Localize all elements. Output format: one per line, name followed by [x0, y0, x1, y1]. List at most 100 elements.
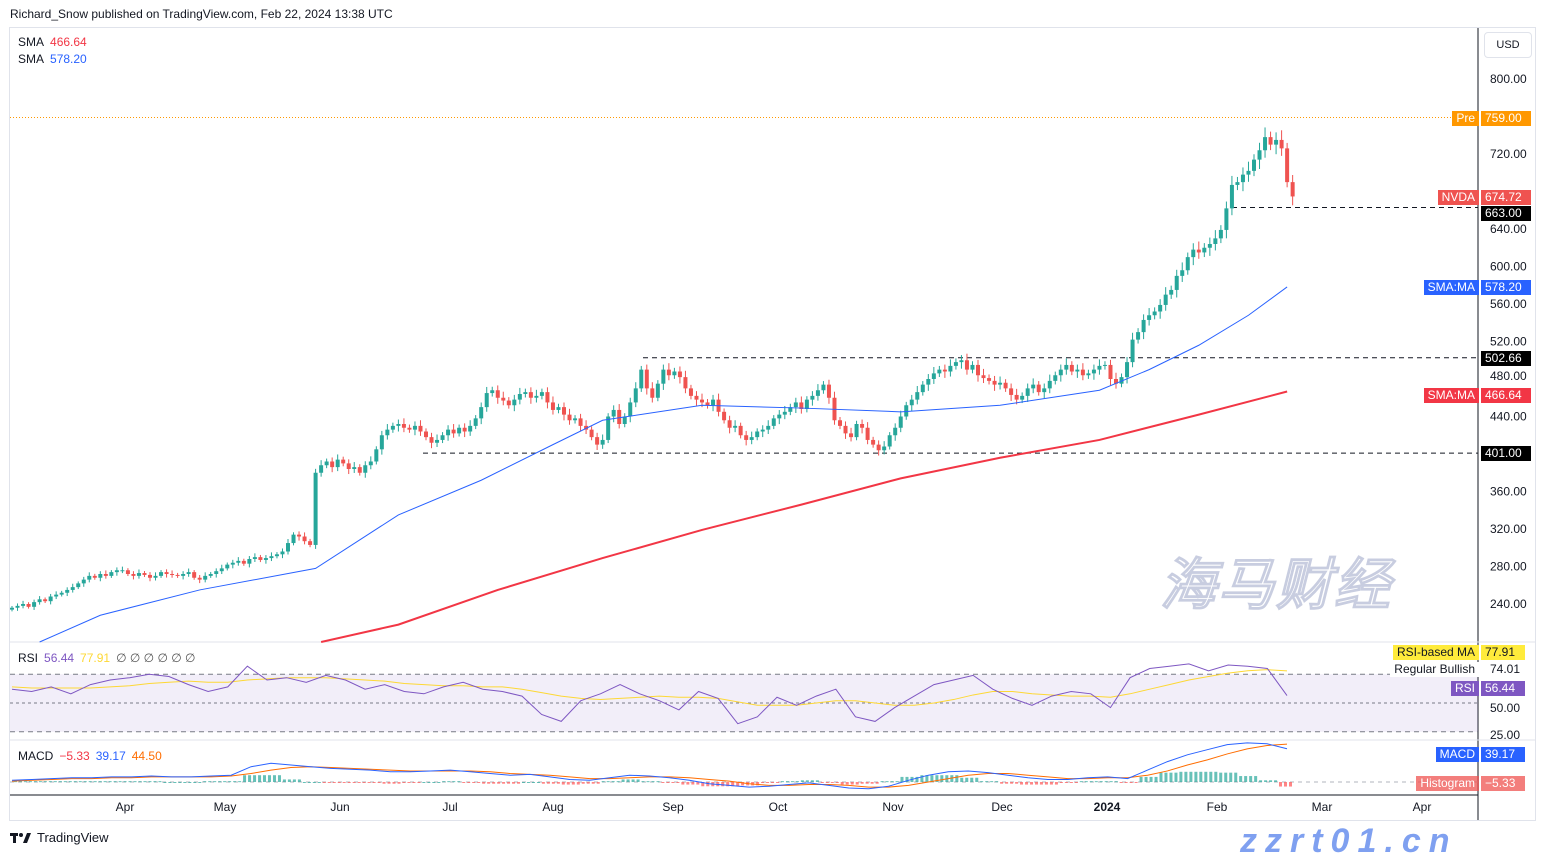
- candle-body: [142, 573, 147, 575]
- time-tick-label: Nov: [882, 800, 903, 814]
- candle-body: [1020, 395, 1025, 400]
- sma200-price-tag: 466.64: [1481, 388, 1531, 403]
- candle-body: [953, 362, 958, 366]
- macd-histogram-bar: [367, 782, 371, 783]
- candle-body: [545, 392, 550, 403]
- time-tick-label: Dec: [991, 800, 1012, 814]
- macd-histogram-bar: [148, 781, 152, 783]
- time-tick-label: May: [214, 800, 237, 814]
- macd-histogram-bar: [1074, 782, 1078, 783]
- legend-macd-label: MACD: [18, 749, 54, 763]
- sma-200-line: [320, 390, 1288, 643]
- macd-histogram-bar: [233, 781, 237, 783]
- macd-histogram-bar: [78, 781, 82, 783]
- currency-button[interactable]: USD: [1484, 32, 1532, 58]
- candle-body: [263, 558, 268, 560]
- candle-body: [153, 575, 158, 578]
- candle-body: [258, 557, 263, 560]
- macd-histogram-bar: [626, 779, 630, 782]
- candle-body: [32, 602, 37, 607]
- candle-body: [926, 379, 931, 385]
- macd-histogram-bar: [1124, 782, 1128, 783]
- legend-macd-hist: −5.33: [59, 749, 90, 763]
- macd-histogram-bar: [392, 782, 396, 784]
- level-502-tag: 502.66: [1481, 351, 1531, 366]
- candle-body: [1285, 148, 1290, 183]
- last-price-tag: 674.72: [1481, 190, 1531, 205]
- legend-sma-50[interactable]: SMA 578.20: [18, 52, 93, 66]
- macd-histogram-bar: [601, 781, 605, 783]
- candle-body: [48, 596, 53, 602]
- macd-histogram-bar: [805, 780, 809, 782]
- macd-histogram-bar: [342, 782, 346, 783]
- candle-body: [302, 536, 307, 542]
- macd-histogram-bar: [1139, 776, 1143, 782]
- macd-histogram-bar: [243, 775, 247, 782]
- macd-histogram-bar: [193, 782, 197, 783]
- candle-body: [517, 394, 522, 400]
- tradingview-logo[interactable]: TradingView: [10, 830, 109, 845]
- candle-body: [1163, 294, 1168, 305]
- candle-body: [1196, 249, 1201, 253]
- macd-histogram-bar: [965, 777, 969, 782]
- candle-body: [1069, 364, 1074, 372]
- macd-histogram-bar: [253, 775, 257, 782]
- candle-body: [771, 418, 776, 426]
- macd-histogram-bar: [208, 781, 212, 783]
- watermark-chinese: 海马财经: [1160, 553, 1392, 617]
- candle-body: [992, 380, 997, 385]
- macd-histogram-bar: [322, 782, 326, 783]
- candle-body: [523, 392, 528, 394]
- candle-body: [87, 575, 92, 580]
- macd-histogram-bar: [317, 782, 321, 783]
- candle-body: [59, 592, 64, 595]
- watermark-url: zzrt01.cn: [1240, 822, 1458, 860]
- candle-body: [804, 399, 809, 409]
- macd-histogram-bar: [795, 781, 799, 783]
- candle-body: [412, 425, 417, 430]
- candle-body: [241, 560, 246, 564]
- candle-body: [125, 570, 130, 574]
- macd-histogram-bar: [850, 782, 854, 785]
- macd-histogram-bar: [1239, 776, 1243, 782]
- candle-body: [788, 407, 793, 412]
- time-tick-label: Mar: [1312, 800, 1333, 814]
- candle-body: [407, 427, 412, 430]
- candle-body: [1075, 369, 1080, 372]
- legend-rsi[interactable]: RSI 56.44 77.91 ∅ ∅ ∅ ∅ ∅ ∅: [18, 651, 201, 665]
- candle-body: [815, 390, 820, 396]
- candle-body: [550, 402, 555, 410]
- macd-histogram-bar: [14, 781, 17, 783]
- legend-sma-200[interactable]: SMA 466.64: [18, 35, 93, 49]
- macd-tag: 39.17: [1481, 747, 1525, 762]
- candle-body: [661, 369, 666, 384]
- candle-body: [617, 409, 622, 424]
- candle-body: [898, 416, 903, 428]
- macd-histogram-bar: [865, 782, 869, 784]
- macd-histogram-bar: [815, 780, 819, 782]
- candle-body: [920, 384, 925, 393]
- macd-histogram-bar: [457, 781, 461, 783]
- candle-body: [1058, 369, 1063, 376]
- publisher-header: Richard_Snow published on TradingView.co…: [10, 7, 393, 21]
- candle-body: [909, 399, 914, 406]
- candle-body: [589, 429, 594, 438]
- macd-histogram-bar: [1184, 771, 1188, 782]
- macd-histogram-bar: [492, 782, 496, 784]
- macd-histogram-bar: [646, 781, 650, 783]
- macd-histogram-bar: [432, 782, 436, 783]
- macd-histogram-bar: [228, 781, 232, 783]
- candle-body: [76, 583, 81, 588]
- candle-body: [595, 437, 600, 445]
- candle-body: [562, 407, 566, 415]
- macd-histogram-bar: [581, 782, 585, 784]
- macd-histogram-bar: [1174, 772, 1178, 782]
- candle-body: [1080, 369, 1085, 376]
- candle-body: [435, 439, 440, 443]
- legend-macd[interactable]: MACD −5.33 39.17 44.50: [18, 749, 168, 763]
- macd-histogram-bar: [38, 781, 42, 783]
- candle-body: [1042, 388, 1047, 393]
- candle-body: [247, 559, 252, 564]
- rsi-tag: 56.44: [1481, 681, 1525, 696]
